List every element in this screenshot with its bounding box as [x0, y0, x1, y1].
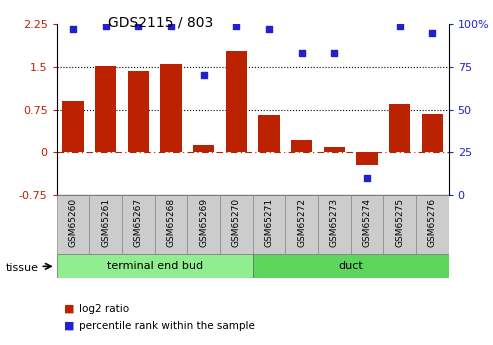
Text: GSM65273: GSM65273 [330, 198, 339, 247]
Bar [351, 195, 383, 254]
Point [428, 30, 436, 36]
Point [135, 23, 142, 29]
Point [363, 175, 371, 181]
Text: GSM65268: GSM65268 [167, 198, 176, 247]
Point [69, 27, 77, 32]
Bar [416, 195, 449, 254]
Bar [187, 195, 220, 254]
Bar [356, 152, 378, 165]
Bar [252, 254, 449, 278]
Text: GSM65260: GSM65260 [69, 198, 77, 247]
Text: GSM65275: GSM65275 [395, 198, 404, 247]
Bar [422, 114, 443, 152]
Point [200, 73, 208, 78]
Text: percentile rank within the sample: percentile rank within the sample [79, 321, 255, 331]
Bar [160, 64, 181, 152]
Bar [324, 147, 345, 152]
Point [298, 50, 306, 56]
Bar [63, 101, 84, 152]
Bar [122, 195, 155, 254]
Point [232, 23, 240, 29]
Text: GSM65267: GSM65267 [134, 198, 143, 247]
Bar [285, 195, 318, 254]
Bar [389, 104, 410, 152]
Bar [226, 51, 247, 152]
Text: GSM65276: GSM65276 [428, 198, 437, 247]
Text: GDS2115 / 803: GDS2115 / 803 [108, 16, 213, 30]
Text: GSM65261: GSM65261 [101, 198, 110, 247]
Bar [89, 195, 122, 254]
Point [330, 50, 338, 56]
Bar [383, 195, 416, 254]
Text: GSM65270: GSM65270 [232, 198, 241, 247]
Bar [57, 195, 89, 254]
Text: GSM65272: GSM65272 [297, 198, 306, 247]
Bar [193, 145, 214, 152]
Bar [258, 115, 280, 152]
Text: tissue: tissue [6, 264, 39, 273]
Bar [291, 140, 312, 152]
Bar [155, 195, 187, 254]
Text: GSM65269: GSM65269 [199, 198, 208, 247]
Bar [95, 66, 116, 152]
Bar [220, 195, 252, 254]
Bar [318, 195, 351, 254]
Point [396, 23, 404, 29]
Bar [252, 195, 285, 254]
Text: terminal end bud: terminal end bud [106, 261, 203, 270]
Text: log2 ratio: log2 ratio [79, 304, 129, 314]
Text: ■: ■ [64, 321, 74, 331]
Text: GSM65274: GSM65274 [362, 198, 372, 247]
Point [102, 23, 109, 29]
Text: GSM65271: GSM65271 [264, 198, 274, 247]
Bar [128, 71, 149, 152]
Text: duct: duct [338, 261, 363, 270]
Point [167, 23, 175, 29]
Point [265, 27, 273, 32]
Text: ■: ■ [64, 304, 74, 314]
Bar [57, 254, 252, 278]
